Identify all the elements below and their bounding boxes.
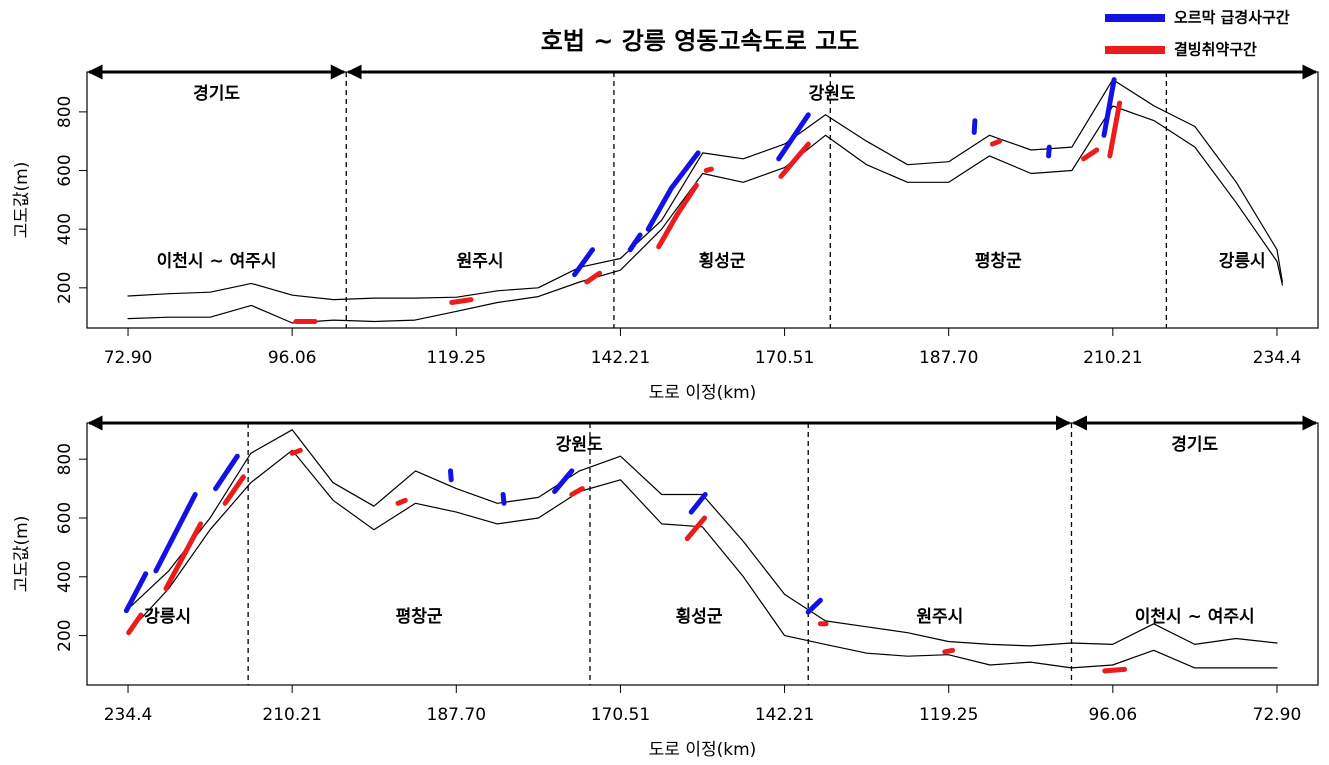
province-label: 경기도 <box>193 84 240 104</box>
y-tick-label: 200 <box>55 619 75 651</box>
chart-title: 호법 ~ 강릉 영동고속도로 고도 <box>541 27 860 55</box>
x-tick-label: 72.90 <box>104 348 153 368</box>
x-tick-label: 119.25 <box>427 348 486 368</box>
x-tick-label: 187.70 <box>919 348 978 368</box>
legend-label: 결빙취약구간 <box>1174 41 1257 59</box>
highlight-segment <box>572 77 1117 278</box>
legend-label: 오르막 급경사구간 <box>1174 9 1290 27</box>
x-tick-label: 72.90 <box>1253 705 1302 725</box>
x-tick-label: 96.06 <box>268 348 317 368</box>
city-label: 평창군 <box>975 251 1022 271</box>
city-label: 횡성군 <box>676 607 723 627</box>
y-tick-label: 800 <box>55 96 75 128</box>
x-tick-label: 142.21 <box>755 705 814 725</box>
y-tick-label: 800 <box>55 443 75 475</box>
city-label: 이천시 ~ 여주시 <box>157 251 277 271</box>
x-tick-label: 170.51 <box>755 348 814 368</box>
y-tick-label: 600 <box>55 154 75 186</box>
province-label: 강원도 <box>809 84 856 104</box>
plot-frame <box>86 422 1319 686</box>
city-label: 원주시 <box>916 607 963 627</box>
x-tick-label: 234.4 <box>104 705 153 725</box>
x-tick-label: 234.4 <box>1253 348 1302 368</box>
y-axis-label: 고도값(m) <box>12 516 32 593</box>
x-axis-label: 도로 이정(km) <box>649 740 757 760</box>
x-tick-label: 187.70 <box>427 705 486 725</box>
elevation-line <box>127 79 1283 301</box>
city-label: 횡성군 <box>699 251 746 271</box>
elevation-line <box>127 449 1278 669</box>
y-tick-label: 600 <box>55 502 75 534</box>
x-tick-label: 170.51 <box>591 705 650 725</box>
city-label: 이천시 ~ 여주시 <box>1135 607 1255 627</box>
y-tick-label: 200 <box>55 272 75 304</box>
city-label: 강릉시 <box>1219 251 1266 271</box>
x-axis-label: 도로 이정(km) <box>649 383 757 403</box>
city-label: 강릉시 <box>144 607 191 627</box>
elevation-line <box>127 105 1283 324</box>
y-tick-label: 400 <box>55 561 75 593</box>
x-tick-label: 96.06 <box>1088 705 1137 725</box>
province-label: 강원도 <box>556 435 603 455</box>
city-label: 평창군 <box>396 607 443 627</box>
highlight-segment <box>293 100 1123 324</box>
highlight-segment <box>126 447 1128 674</box>
y-axis-label: 고도값(m) <box>12 162 32 239</box>
province-label: 경기도 <box>1171 435 1218 455</box>
city-label: 원주시 <box>457 251 504 271</box>
x-tick-label: 142.21 <box>591 348 650 368</box>
x-tick-label: 210.21 <box>1083 348 1142 368</box>
y-tick-label: 400 <box>55 213 75 245</box>
x-tick-label: 119.25 <box>919 705 978 725</box>
x-tick-label: 210.21 <box>262 705 321 725</box>
highlight-segment <box>123 453 823 615</box>
